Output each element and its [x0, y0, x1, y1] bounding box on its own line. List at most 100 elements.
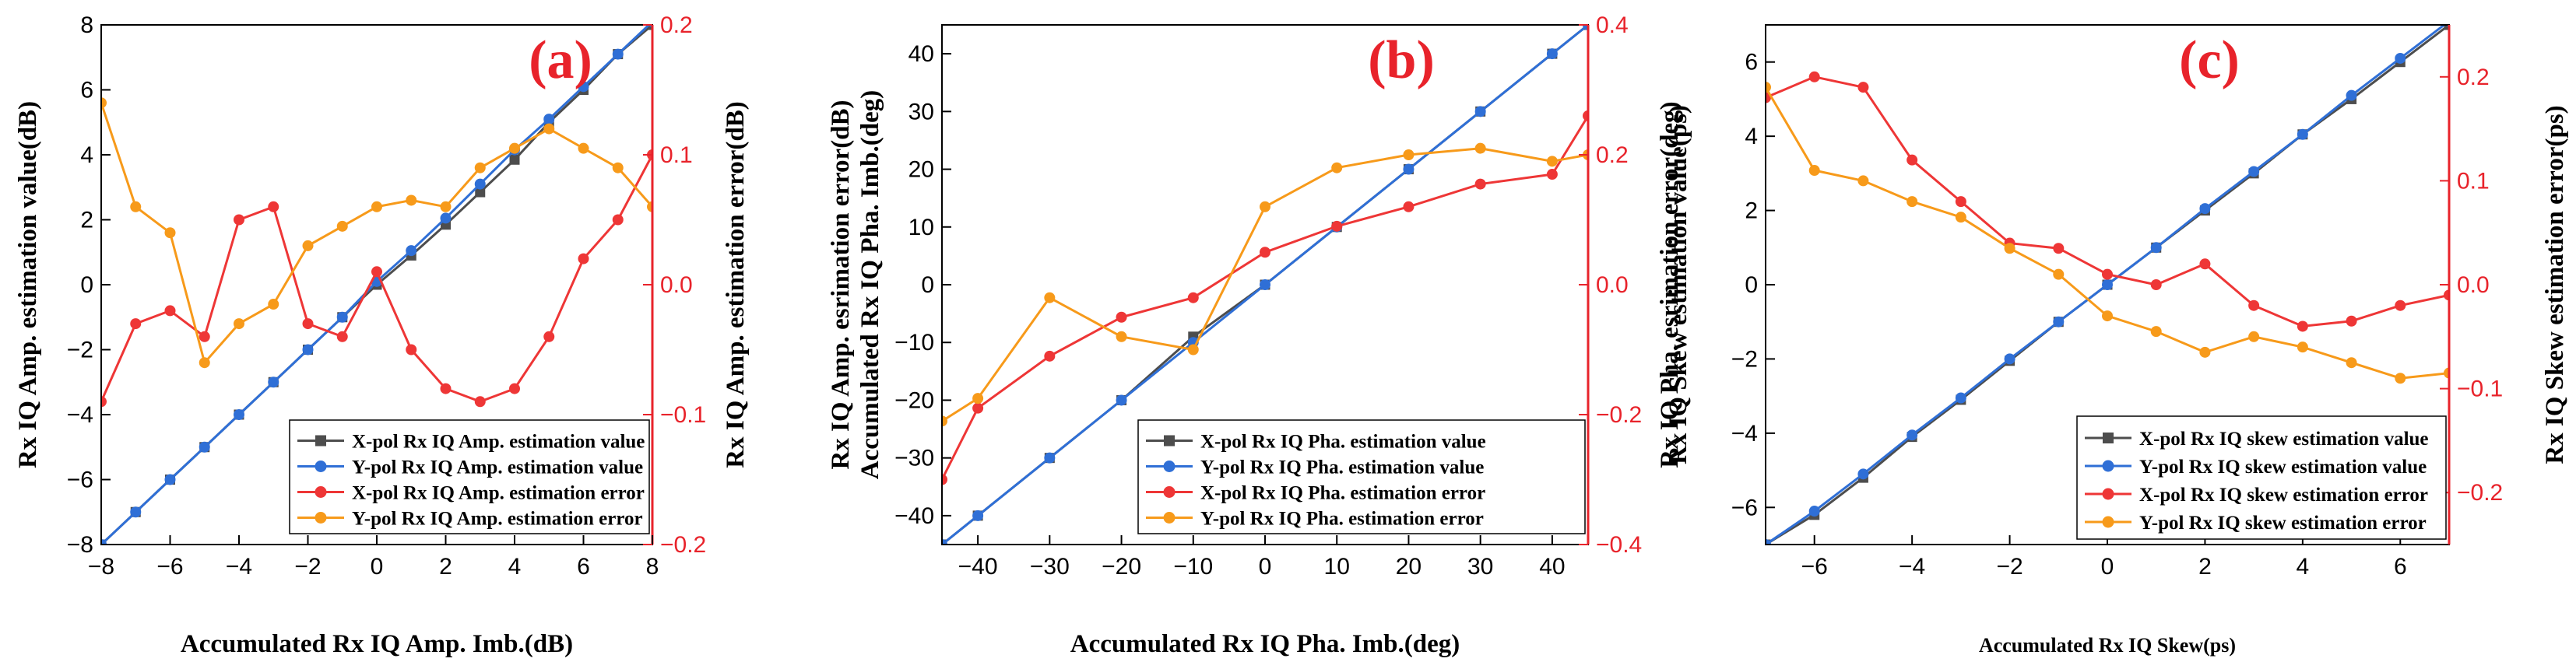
legend-box — [289, 419, 650, 534]
data-point — [1808, 71, 1820, 82]
data-point — [578, 142, 589, 154]
x-tick-label: 0 — [371, 554, 384, 580]
data-point — [440, 212, 452, 224]
x-tick-label: −40 — [958, 554, 998, 580]
y-tick-label-right: −0.4 — [1596, 532, 1642, 558]
data-point — [199, 331, 210, 342]
data-point — [2102, 310, 2113, 322]
data-point — [1766, 539, 1771, 545]
data-point — [2346, 357, 2357, 369]
y-tick-label-left: −4 — [1731, 421, 1758, 447]
data-point — [101, 97, 107, 109]
data-point — [2248, 331, 2260, 342]
legend-marker — [315, 512, 327, 524]
data-point — [1955, 196, 1966, 208]
data-point — [1403, 149, 1415, 160]
x-tick-label: 20 — [1396, 554, 1422, 580]
data-point — [234, 409, 244, 420]
y-axis-label-left: Rx IQ Amp. esrimation error(dB) — [827, 100, 855, 469]
data-point — [1116, 331, 1127, 342]
data-point — [2395, 52, 2406, 64]
x-tick-label: 6 — [2394, 554, 2407, 580]
chart-panel-3: −6 −4 −2 0 2 4 6 −6 −4 −2 0 2 4 6 −0.2 −0.1 0.0 0.1 0.2 Acc… — [1664, 24, 2569, 657]
data-point — [130, 318, 142, 330]
x-tick-label: 2 — [439, 554, 452, 580]
data-point — [440, 383, 452, 394]
plot-area — [101, 25, 652, 545]
data-point — [2150, 242, 2162, 254]
data-point — [2004, 243, 2015, 254]
data-point — [647, 25, 652, 30]
data-point — [234, 214, 244, 226]
chart-panel-1: −8 −6 −4 −2 0 2 4 6 8−8−6−4−202468−0.2−0.10.00.1… — [14, 12, 750, 658]
legend-box — [2076, 415, 2447, 540]
legend-label: X-pol Rx IQ skew estimation error — [2139, 485, 2428, 506]
legend-label: X-pol Rx IQ Amp. estimation value — [352, 432, 645, 453]
data-point — [972, 393, 984, 405]
data-point — [2102, 279, 2113, 290]
data-point — [1907, 154, 1918, 166]
legend-marker — [2102, 488, 2114, 500]
y-tick-label-left: −2 — [1731, 346, 1758, 372]
legend-marker — [1164, 435, 1175, 447]
data-point — [509, 154, 520, 165]
x-tick-label: 40 — [1539, 554, 1565, 580]
y-axis-label-right: Rx IQ Pha. esrimation error(deg) — [1656, 101, 1684, 468]
x-tick-label: −6 — [1801, 554, 1828, 580]
y-tick-label-right: −0.1 — [660, 402, 706, 428]
legend-label: Y-pol Rx IQ skew estimation value — [2139, 457, 2427, 478]
data-point — [1546, 48, 1558, 60]
data-point — [302, 240, 314, 251]
data-point — [234, 318, 244, 330]
panel-label: (b) — [1368, 30, 1435, 90]
data-point — [406, 245, 417, 257]
x-tick-label: 0 — [2101, 554, 2114, 580]
x-tick-label: −10 — [1173, 554, 1213, 580]
y-axis-label-left: Rx IQ Amp. estimation value(dB) — [14, 101, 42, 468]
x-axis-label: Accumulated Rx IQ Amp. Imb.(dB) — [181, 630, 573, 658]
y-tick-label-right: 0.0 — [660, 272, 693, 298]
data-point — [130, 201, 142, 212]
x-tick-label: 4 — [2297, 554, 2310, 580]
data-point — [509, 142, 520, 154]
data-point — [2199, 258, 2211, 270]
data-point — [268, 299, 279, 310]
data-point — [1857, 468, 1869, 480]
x-tick-label: −20 — [1102, 554, 1141, 580]
y-tick-label-right: −0.2 — [2457, 480, 2503, 506]
data-point — [268, 377, 279, 388]
legend-marker — [2102, 460, 2114, 472]
x-tick-label: −2 — [294, 554, 321, 580]
data-point — [101, 539, 107, 545]
data-point — [942, 539, 947, 545]
data-point — [1546, 169, 1558, 180]
x-tick-label: 6 — [577, 554, 590, 580]
panel-label: (c) — [2179, 30, 2240, 90]
data-point — [164, 227, 176, 239]
data-point — [406, 194, 417, 206]
y-tick-label-left: 10 — [908, 215, 934, 240]
data-point — [1260, 201, 1270, 212]
x-tick-label: 30 — [1467, 554, 1493, 580]
data-point — [2297, 128, 2308, 140]
data-point — [164, 305, 176, 317]
data-point — [474, 178, 486, 190]
data-point — [509, 383, 520, 394]
data-point — [1808, 165, 1820, 177]
y-tick-label-left: 4 — [1745, 124, 1758, 149]
legend-marker — [1163, 486, 1176, 498]
data-point — [1857, 175, 1869, 187]
y-tick-label-right: 0.1 — [660, 142, 693, 168]
data-point — [2150, 326, 2162, 338]
y-axis-label-left: Rx IQ Skew estimation value(ps) — [1664, 105, 1692, 464]
data-point — [2395, 373, 2406, 384]
data-point — [101, 396, 107, 408]
y-tick-label-right: 0.2 — [2457, 65, 2490, 90]
data-point — [2444, 25, 2449, 30]
data-point — [2199, 346, 2211, 358]
data-point — [1857, 82, 1869, 93]
data-point — [2444, 367, 2449, 379]
data-point — [1044, 292, 1056, 303]
y-tick-label-right: 0.0 — [1596, 272, 1629, 298]
data-point — [336, 220, 348, 232]
